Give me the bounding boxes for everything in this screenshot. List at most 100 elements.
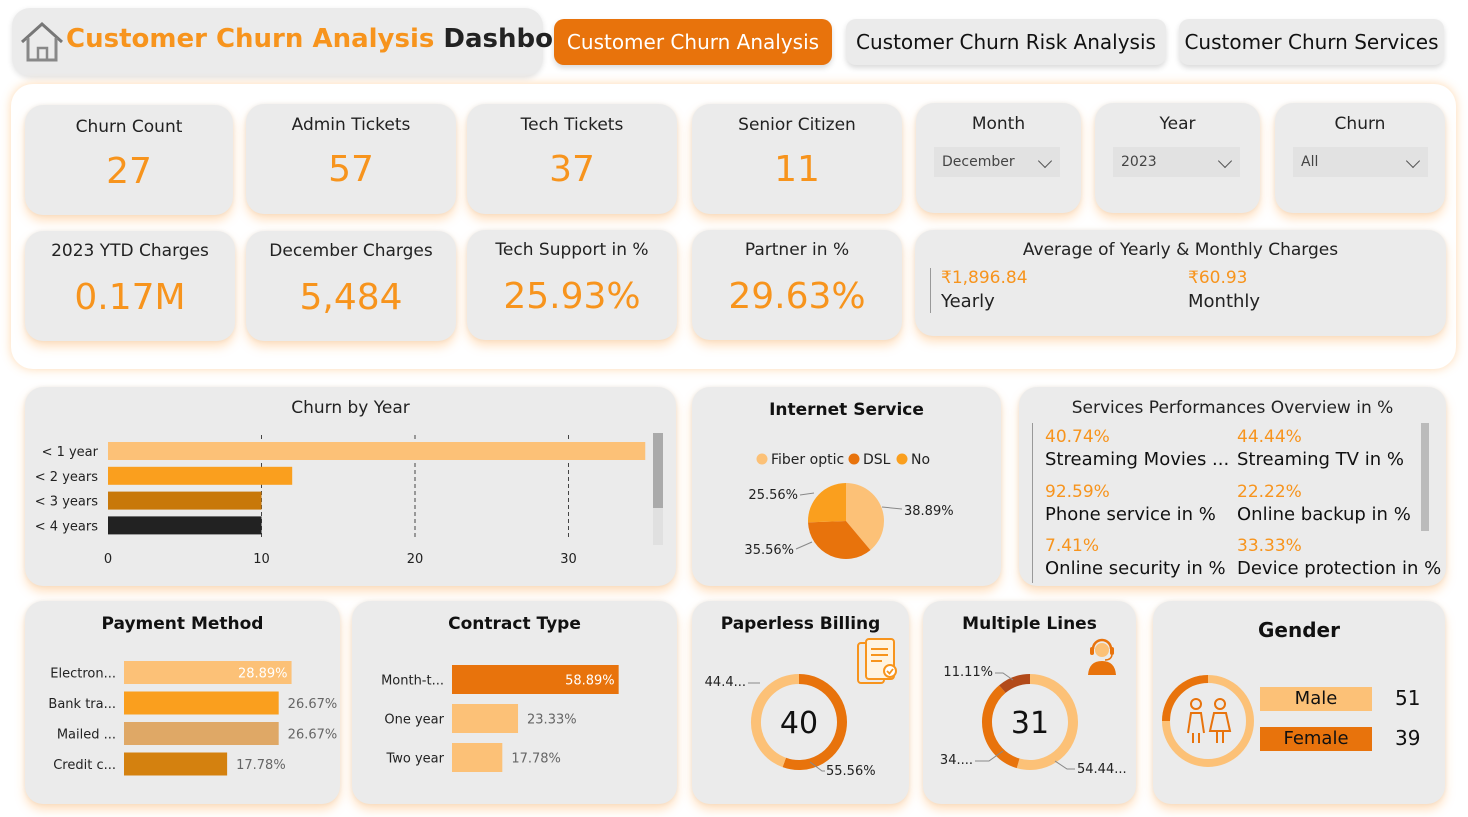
services-scrollbar[interactable]	[1421, 423, 1429, 531]
bar[interactable]	[124, 722, 279, 745]
kpi-churn-count: Churn Count 27	[25, 105, 233, 215]
tab-customer-churn-analysis[interactable]: Customer Churn Analysis	[554, 19, 832, 65]
service-value: 40.74%	[1045, 427, 1110, 447]
segment-label: 55.56%	[826, 764, 876, 779]
pie-slice[interactable]	[846, 483, 884, 551]
slice-label: 25.56%	[748, 488, 798, 503]
gender-count: 51	[1395, 686, 1421, 710]
category-label: Bank tra...	[48, 697, 116, 712]
yearly-label: Yearly	[941, 291, 995, 312]
year-value: 2023	[1121, 154, 1157, 170]
data-label: 58.89%	[565, 674, 615, 689]
leader-line	[799, 492, 815, 496]
data-label: 28.89%	[238, 667, 288, 682]
tab-customer-churn-risk-analysis[interactable]: Customer Churn Risk Analysis	[846, 19, 1166, 65]
home-icon[interactable]	[18, 20, 66, 64]
pie-slice[interactable]	[808, 521, 871, 559]
kpi-value: 57	[328, 149, 374, 190]
kpi-label: Churn Count	[75, 117, 183, 137]
donut-segment[interactable]	[782, 674, 847, 770]
legend-marker	[896, 453, 908, 465]
kpi-value: 25.93%	[503, 276, 641, 317]
leader-line	[795, 541, 813, 550]
kpi-value: 27	[106, 151, 152, 192]
bar[interactable]	[124, 661, 292, 684]
gender-ring-icon	[1162, 675, 1254, 767]
internet-service-card: Internet Service Fiber optic DSL No 38.89% 3…	[692, 387, 1001, 586]
kpi-value: 29.63%	[728, 276, 866, 317]
chevron-down-icon	[1037, 153, 1053, 169]
bar[interactable]	[108, 466, 293, 485]
churn-dropdown[interactable]: All	[1293, 147, 1428, 177]
kpi-tech-support: Tech Support in % 25.93%	[467, 230, 677, 340]
slicer-churn: Churn All	[1275, 103, 1445, 213]
donut-segment[interactable]	[1016, 674, 1078, 770]
services-title: Services Performances Overview in %	[1071, 398, 1394, 418]
slicer-year: Year 2023	[1095, 103, 1260, 213]
churn-value: All	[1301, 154, 1319, 170]
slicer-label: Month	[971, 114, 1026, 134]
bar[interactable]	[452, 704, 519, 733]
data-label: 26.67%	[288, 728, 338, 743]
donut-segment[interactable]	[999, 674, 1031, 694]
services-overview-card: Services Performances Overview in % 40.7…	[1019, 387, 1446, 586]
slice-label: 35.56%	[744, 543, 794, 558]
donut-center-value: 40	[780, 706, 818, 741]
header-title-card: Customer Churn Analysis Dashboard	[12, 8, 602, 76]
chart-title: Churn by Year	[291, 398, 410, 418]
kpi-label: 2023 YTD Charges	[51, 241, 209, 261]
leader-line	[1054, 760, 1075, 770]
x-tick-label: 10	[253, 552, 270, 567]
pie-slice[interactable]	[808, 483, 846, 523]
kpi-value: 37	[549, 149, 595, 190]
kpi-value: 11	[774, 149, 820, 190]
multiple-lines-card: Multiple Lines 54.44... 34.... 11.11% 31	[923, 601, 1136, 804]
service-label: Streaming Movies ...	[1045, 449, 1230, 470]
slicer-label: Churn	[1334, 114, 1386, 134]
bar[interactable]	[124, 691, 279, 715]
month-value: December	[942, 154, 1015, 170]
bar[interactable]	[452, 743, 503, 772]
legend-label[interactable]: DSL	[863, 452, 891, 468]
kpi-tech-tickets: Tech Tickets 37	[467, 104, 677, 214]
paperless-billing-chart: 55.56% 44.4... 40	[705, 674, 876, 779]
bar[interactable]	[108, 516, 262, 535]
kpi-december-charges: December Charges 5,484	[246, 231, 456, 341]
chevron-down-icon	[1217, 153, 1233, 169]
bar[interactable]	[452, 665, 619, 694]
year-dropdown[interactable]: 2023	[1113, 147, 1240, 177]
segment-label: 11.11%	[943, 665, 993, 680]
data-label: 17.78%	[511, 752, 561, 767]
donut-segment[interactable]	[751, 674, 800, 768]
tab-customer-churn-services[interactable]: Customer Churn Services	[1179, 19, 1444, 65]
scrollbar-thumb[interactable]	[653, 433, 663, 508]
gender-bar[interactable]: Female	[1260, 727, 1372, 751]
category-label: < 1 year	[42, 445, 99, 460]
kpi-value: 0.17M	[74, 277, 186, 318]
data-label: 26.67%	[288, 697, 338, 712]
multiple-lines-chart: 54.44... 34.... 11.11% 31	[940, 665, 1127, 777]
leader-line	[881, 506, 903, 510]
chart-title: Paperless Billing	[720, 614, 881, 634]
avg-divider	[930, 268, 931, 313]
legend-label[interactable]: No	[911, 452, 930, 468]
gender-bar[interactable]: Male	[1260, 687, 1372, 711]
donut-segment[interactable]	[982, 685, 1020, 769]
paperless-billing-card: Paperless Billing 55.56% 44.4... 40	[692, 601, 909, 804]
support-agent-icon	[1088, 638, 1116, 675]
avg-charges-card: Average of Yearly & Monthly Charges ₹1,8…	[915, 230, 1446, 336]
monthly-label: Monthly	[1188, 291, 1261, 312]
legend-label[interactable]: Fiber optic	[771, 452, 844, 468]
category-label: Electron...	[50, 667, 116, 682]
kpi-ytd-charges: 2023 YTD Charges 0.17M	[25, 231, 235, 341]
bar[interactable]	[108, 491, 262, 510]
donut-center-value: 31	[1011, 706, 1049, 741]
bar[interactable]	[108, 442, 646, 460]
category-label: Credit c...	[53, 758, 116, 773]
legend-marker	[756, 453, 768, 465]
service-label: Online security in %	[1045, 558, 1226, 579]
bar[interactable]	[124, 752, 228, 776]
internet-service-chart: Fiber optic DSL No 38.89% 35.56% 25.56%	[744, 452, 954, 559]
month-dropdown[interactable]: December	[934, 147, 1060, 177]
kpi-admin-tickets: Admin Tickets 57	[246, 104, 456, 214]
